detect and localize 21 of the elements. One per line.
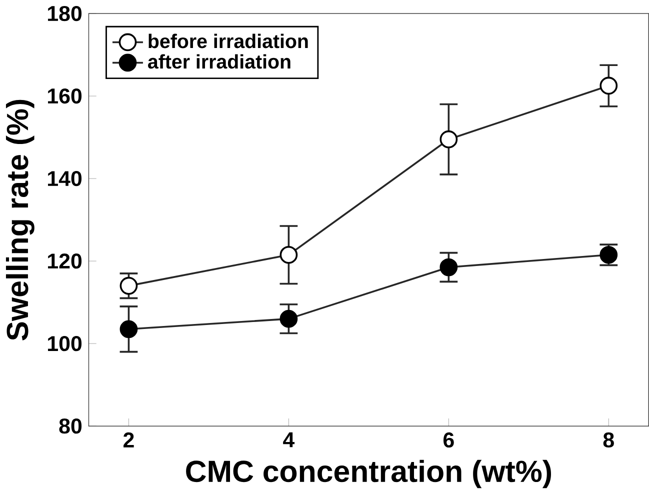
point bbox=[120, 276, 138, 295]
point bbox=[120, 320, 138, 338]
y-tick-label: 180 bbox=[48, 6, 82, 22]
point bbox=[280, 310, 298, 328]
point bbox=[280, 246, 298, 264]
point bbox=[440, 258, 458, 276]
y-tick-label: 160 bbox=[48, 88, 82, 104]
y-tick-label: 100 bbox=[48, 336, 82, 352]
y-tick-label: 80 bbox=[59, 418, 82, 434]
x-tick-label: 4 bbox=[283, 432, 295, 448]
legend-label: after irradiation bbox=[148, 54, 290, 69]
y-tick-label: 140 bbox=[48, 170, 82, 186]
y-tick-label: 120 bbox=[48, 253, 82, 269]
x-axis-title: CMC concentration (wt%) bbox=[186, 460, 551, 488]
x-tick-label: 8 bbox=[603, 432, 614, 448]
point bbox=[440, 130, 458, 148]
point bbox=[600, 76, 618, 95]
x-tick-label: 2 bbox=[124, 432, 134, 448]
x-tick-label: 6 bbox=[443, 432, 454, 448]
y-axis-title: Swelling rate (%) bbox=[6, 100, 34, 340]
legend-label: before irradiation bbox=[148, 34, 308, 48]
